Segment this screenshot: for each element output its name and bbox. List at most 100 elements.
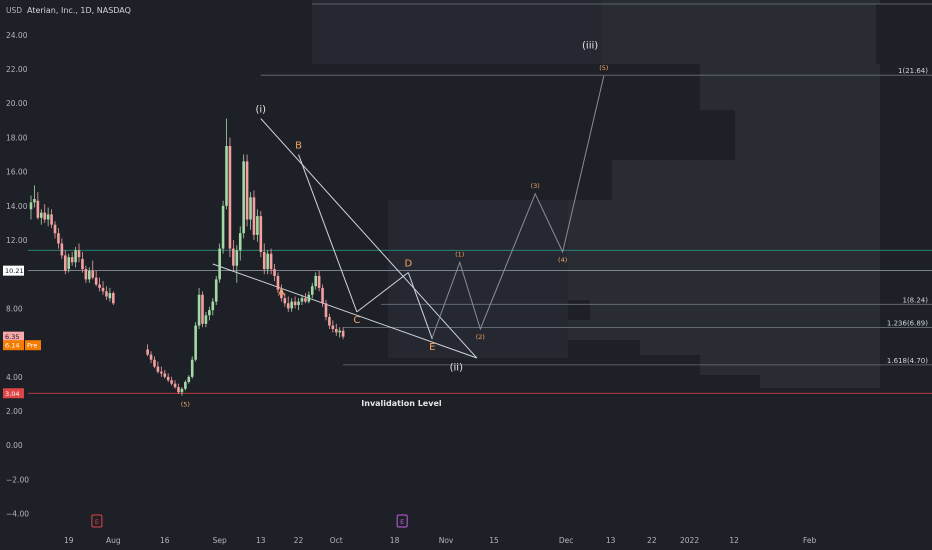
candle [297,298,300,311]
candle-body [146,349,149,355]
projection-label: (3) [531,182,540,190]
annotations: Invalidation Level [361,399,442,408]
candle [214,275,218,306]
wave-label: (ii) [450,363,463,374]
candle [98,277,101,292]
projection-top-label: (iii) [582,41,598,52]
candle-body [290,301,293,309]
candle [29,195,33,220]
earnings-marker-label: E [95,518,99,526]
y-tick-label: 4.00 [6,373,23,382]
candle [286,296,290,312]
candle [180,387,184,396]
x-tick-label: Feb [803,536,817,545]
candle [280,284,283,302]
candle-body [238,233,242,251]
candle [341,327,345,340]
candle-body [259,216,263,253]
earnings-marker[interactable]: E [91,514,103,528]
candle-body [249,197,252,220]
candle-body [310,286,314,295]
projection-line [431,75,605,338]
candle-body [108,293,112,299]
annotation-label: Invalidation Level [361,399,442,408]
candle [36,192,40,220]
candle [53,221,57,239]
x-tick-label: 22 [294,536,304,545]
candle-body [201,294,204,324]
candle [252,190,256,241]
candle-body [70,257,74,263]
candle [334,323,338,336]
candle-body [283,298,287,304]
candles[interactable] [29,118,345,396]
earnings-marker-label: E [400,518,404,526]
price-badge: 10.21 [3,265,24,276]
y-tick-label: 14.00 [6,202,28,211]
candle [94,270,98,287]
earnings-marker[interactable]: E [396,514,408,528]
x-tick-label: Dec [559,536,574,545]
candle [88,267,91,283]
candle-body [338,330,341,333]
y-tick-label: 18.00 [6,133,28,142]
candle [50,209,53,229]
candle [33,185,36,208]
projection-path: (1) (2) (3) (4) (5) (iii) [431,41,608,341]
candle-body [300,298,304,302]
x-axis[interactable]: 19 Aug 16 Sep 13 22 Oct 18 Nov 15 Dec 13 22 2022 12 Feb [64,536,817,545]
candle [328,313,331,329]
price-badge: 3.04 [3,388,24,399]
candle-body [46,214,50,220]
wave-label: A [278,288,285,299]
candle-body [29,202,33,210]
candle-body [180,388,184,393]
candle [194,322,197,362]
volume-band [735,110,880,160]
candle-body [242,161,245,234]
candle-body [101,287,105,292]
candle-body [39,212,43,218]
candle-body [269,253,273,270]
candle [91,260,95,280]
candle [273,263,276,282]
candle-body [304,298,307,302]
candle-body [324,303,328,317]
candle-body [36,200,40,218]
candle-body [331,325,335,329]
volume-band [598,4,876,64]
candle [112,291,115,306]
x-tick-label: 19 [64,536,74,545]
candle-body [262,252,266,270]
candle-body [149,354,153,360]
x-tick-label: 13 [606,536,616,545]
candle [43,204,47,223]
candle-body [286,303,290,309]
wave-label: C [353,315,360,326]
candle-body [225,145,228,206]
candle [290,298,293,312]
price-badge-tag: Pre [27,342,37,350]
y-axis[interactable]: 24.00 22.00 20.00 18.00 16.00 14.00 12.00 8.00 4… [6,31,29,519]
x-axis-panel[interactable] [0,530,932,550]
candle-body [341,330,345,337]
candle-body [197,294,201,326]
candle [166,373,170,382]
price-badge-box [3,340,24,351]
currency-label: USD [6,6,22,15]
trendlines [212,118,478,359]
wave-label: D [404,259,412,270]
candle-body [252,197,256,235]
candle [64,250,67,275]
volume-band [700,64,880,110]
candle-body [256,216,259,235]
candle [262,243,266,275]
candle-body [77,250,81,258]
candle-body [81,258,84,270]
candle-body [184,381,187,389]
y-tick-label: 16.00 [6,168,28,177]
candle [46,207,50,227]
price-badge: 6.14 Pre [3,340,41,351]
